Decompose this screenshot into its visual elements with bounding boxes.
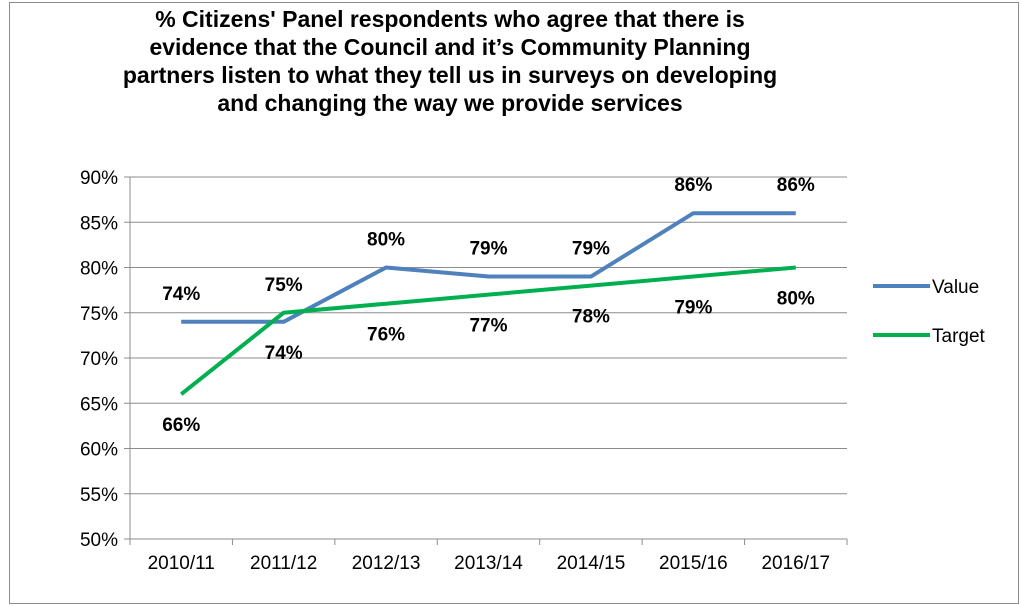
y-tick-label: 85% bbox=[80, 213, 118, 234]
y-tick-label: 60% bbox=[80, 440, 118, 461]
y-tick-label: 90% bbox=[80, 168, 118, 189]
y-tick-label: 70% bbox=[80, 349, 118, 370]
data-label-target: 76% bbox=[367, 325, 405, 346]
data-label-value: 80% bbox=[367, 230, 405, 251]
y-tick-label: 65% bbox=[80, 394, 118, 415]
data-label-target: 80% bbox=[777, 289, 815, 310]
data-label-target: 75% bbox=[265, 275, 303, 296]
data-label-value: 74% bbox=[162, 284, 200, 305]
series-line-value bbox=[181, 211, 796, 324]
x-tick-label: 2013/14 bbox=[454, 553, 523, 574]
y-tick-label: 75% bbox=[80, 304, 118, 325]
data-label-target: 66% bbox=[162, 415, 200, 436]
data-label-value: 79% bbox=[572, 239, 610, 260]
y-tick-label: 55% bbox=[80, 485, 118, 506]
data-label-value: 86% bbox=[674, 175, 712, 196]
y-tick-label: 50% bbox=[80, 530, 118, 551]
x-tick-label: 2012/13 bbox=[352, 553, 421, 574]
y-tick-label: 80% bbox=[80, 259, 118, 280]
legend-label-value: Value bbox=[932, 277, 979, 298]
data-label-value: 86% bbox=[777, 175, 815, 196]
series-line-target bbox=[179, 265, 796, 396]
data-label-value: 74% bbox=[265, 343, 303, 364]
data-label-target: 77% bbox=[469, 316, 507, 337]
x-tick-label: 2016/17 bbox=[761, 553, 830, 574]
data-label-target: 78% bbox=[572, 307, 610, 328]
legend-label-target: Target bbox=[932, 326, 986, 347]
chart-frame bbox=[9, 2, 1019, 604]
x-tick-label: 2011/12 bbox=[250, 553, 317, 574]
chart-title: % Citizens' Panel respondents who agree … bbox=[122, 6, 778, 116]
data-label-value: 79% bbox=[469, 239, 507, 260]
x-tick-label: 2014/15 bbox=[557, 553, 626, 574]
x-tick-label: 2015/16 bbox=[659, 553, 728, 574]
x-tick-label: 2010/11 bbox=[148, 553, 215, 574]
data-label-target: 79% bbox=[674, 298, 712, 319]
